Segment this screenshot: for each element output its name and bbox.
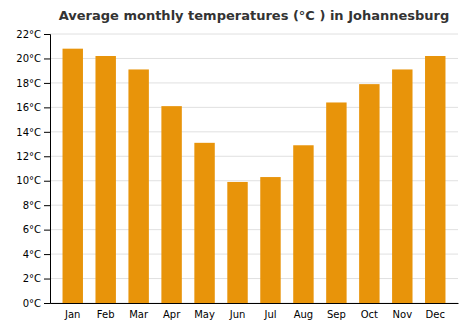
tick: 6°C (23, 224, 50, 235)
tick-label: Nov (393, 309, 413, 320)
tick-label: 14°C (16, 127, 41, 138)
tick: Dec (426, 309, 445, 320)
tick-label: Aug (294, 309, 314, 320)
axis-line (44, 35, 51, 304)
title: Average monthly temperatures (°C ) in Jo… (59, 8, 450, 23)
bars (63, 49, 446, 303)
tick-label: Jan (64, 309, 80, 320)
bar (227, 182, 247, 303)
tick-mark (44, 58, 50, 59)
bar (260, 177, 280, 303)
axis-line (51, 303, 459, 304)
x-axis: Jan Feb Mar Apr May Jun Jul Aug Sep Oct Nov Dec (51, 304, 459, 321)
y-axis: 0°C 2°C 4°C 6°C 8°C 10°C 12°C 14°C 16°C 18°C 20°C 2… (16, 29, 50, 309)
tick: 8°C (23, 200, 50, 211)
tick: Jul (263, 309, 276, 320)
tick-label: 6°C (23, 224, 41, 235)
tick-label: 4°C (23, 249, 41, 260)
bar (63, 49, 83, 303)
tick-mark (44, 279, 50, 280)
chart-svg: Jan Feb Mar Apr May Jun Jul Aug Sep Oct Nov Dec 0°C 2… (0, 0, 474, 331)
bar (359, 84, 379, 303)
tick-mark (44, 254, 50, 255)
tick: 2°C (23, 273, 50, 284)
tick-label: Dec (426, 309, 445, 320)
tick-label: Oct (361, 309, 378, 320)
tick-label: 18°C (16, 78, 41, 89)
tick-label: Apr (163, 309, 181, 320)
tick: 16°C (16, 102, 50, 113)
bar (194, 143, 214, 303)
tick: 22°C (16, 29, 50, 40)
bar (425, 56, 445, 303)
tick: Feb (97, 309, 115, 320)
tick-mark (44, 132, 50, 133)
tick: Jan (64, 309, 80, 320)
grid-line (50, 34, 458, 35)
tick: 12°C (16, 151, 50, 162)
tick-label: Jun (229, 309, 246, 320)
tick-label: Mar (129, 309, 149, 320)
tick-mark (44, 303, 50, 304)
tick-label: 2°C (23, 273, 41, 284)
bar (326, 102, 346, 303)
tick: May (194, 309, 215, 320)
tick-mark (44, 83, 50, 84)
tick-label: 10°C (16, 175, 41, 186)
bar (392, 69, 412, 303)
tick-mark (44, 181, 50, 182)
tick-label: May (194, 309, 215, 320)
tick: 0°C (23, 298, 50, 309)
tick: 18°C (16, 78, 50, 89)
tick-label: 12°C (16, 151, 41, 162)
tick-label: 16°C (16, 102, 41, 113)
tick: Nov (393, 309, 413, 320)
tick: Sep (327, 309, 346, 320)
tick: Jun (229, 309, 246, 320)
bar (161, 106, 181, 303)
grid (50, 34, 458, 303)
tick-label: 20°C (16, 53, 41, 64)
tick-mark (44, 107, 50, 108)
tick-mark (44, 156, 50, 157)
tick-label: 22°C (16, 29, 41, 40)
tick: Aug (294, 309, 314, 320)
tick: 14°C (16, 127, 50, 138)
tick: 4°C (23, 249, 50, 260)
tick-label: 0°C (23, 298, 41, 309)
tick: 20°C (16, 53, 50, 64)
tick-label: 8°C (23, 200, 41, 211)
bar (95, 56, 115, 303)
tick-label: Jul (263, 309, 276, 320)
tick-mark (44, 205, 50, 206)
chart-container: Jan Feb Mar Apr May Jun Jul Aug Sep Oct Nov Dec 0°C 2… (0, 0, 474, 331)
bar (128, 69, 148, 303)
tick: Apr (163, 309, 181, 320)
tick: Mar (129, 309, 149, 320)
bar (293, 145, 313, 303)
tick-label: Feb (97, 309, 115, 320)
tick-mark (44, 34, 50, 35)
tick: 10°C (16, 175, 50, 186)
tick: Oct (361, 309, 378, 320)
tick-label: Sep (327, 309, 346, 320)
tick-mark (44, 230, 50, 231)
